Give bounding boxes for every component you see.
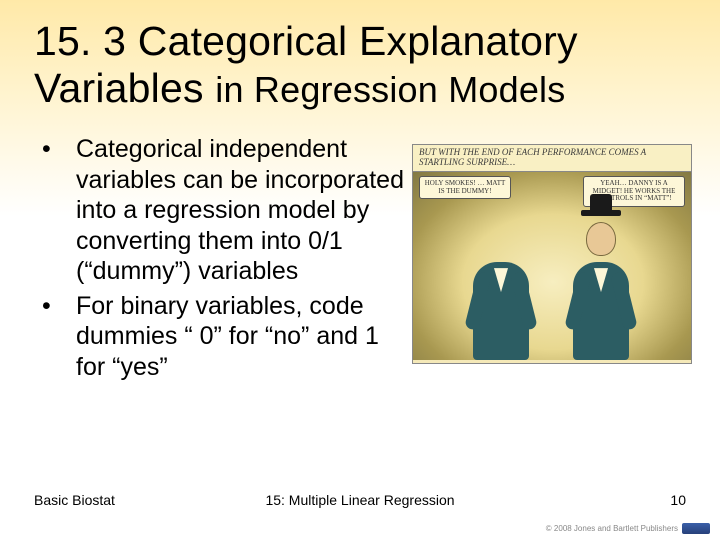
slide-footer: Basic Biostat 15: Multiple Linear Regres…	[34, 492, 686, 508]
hat-icon	[581, 210, 621, 216]
title-line-2a: Variables	[34, 65, 215, 111]
copyright: © 2008 Jones and Bartlett Publishers	[546, 523, 710, 534]
bullet-marker: •	[42, 291, 76, 383]
copyright-text: © 2008 Jones and Bartlett Publishers	[546, 524, 678, 533]
publisher-logo-icon	[682, 523, 710, 534]
title-line-1: 15. 3 Categorical Explanatory	[34, 18, 578, 64]
figure-dummy	[465, 224, 537, 360]
comic-scene: HOLY SMOKES! … MATT IS THE DUMMY! YEAH… …	[413, 172, 691, 360]
footer-left: Basic Biostat	[34, 492, 115, 508]
figure-performer	[565, 224, 637, 360]
content-row: • Categorical independent variables can …	[34, 134, 686, 386]
head-icon	[586, 222, 616, 256]
comic-image: BUT WITH THE END OF EACH PERFORMANCE COM…	[412, 134, 692, 386]
footer-center: 15: Multiple Linear Regression	[265, 492, 454, 508]
speech-bubble-left: HOLY SMOKES! … MATT IS THE DUMMY!	[419, 176, 511, 199]
comic-panel: BUT WITH THE END OF EACH PERFORMANCE COM…	[412, 144, 692, 364]
bullet-marker: •	[42, 134, 76, 287]
bullet-item: • Categorical independent variables can …	[42, 134, 404, 287]
bullet-list: • Categorical independent variables can …	[34, 134, 404, 386]
bullet-item: • For binary variables, code dummies “ 0…	[42, 291, 404, 383]
slide-title: 15. 3 Categorical Explanatory Variables …	[34, 18, 686, 112]
slide: 15. 3 Categorical Explanatory Variables …	[0, 0, 720, 540]
title-line-2b: in Regression Models	[215, 69, 565, 110]
bullet-text: For binary variables, code dummies “ 0” …	[76, 291, 404, 383]
comic-caption: BUT WITH THE END OF EACH PERFORMANCE COM…	[413, 145, 691, 172]
page-number: 10	[670, 492, 686, 508]
bullet-text: Categorical independent variables can be…	[76, 134, 404, 287]
